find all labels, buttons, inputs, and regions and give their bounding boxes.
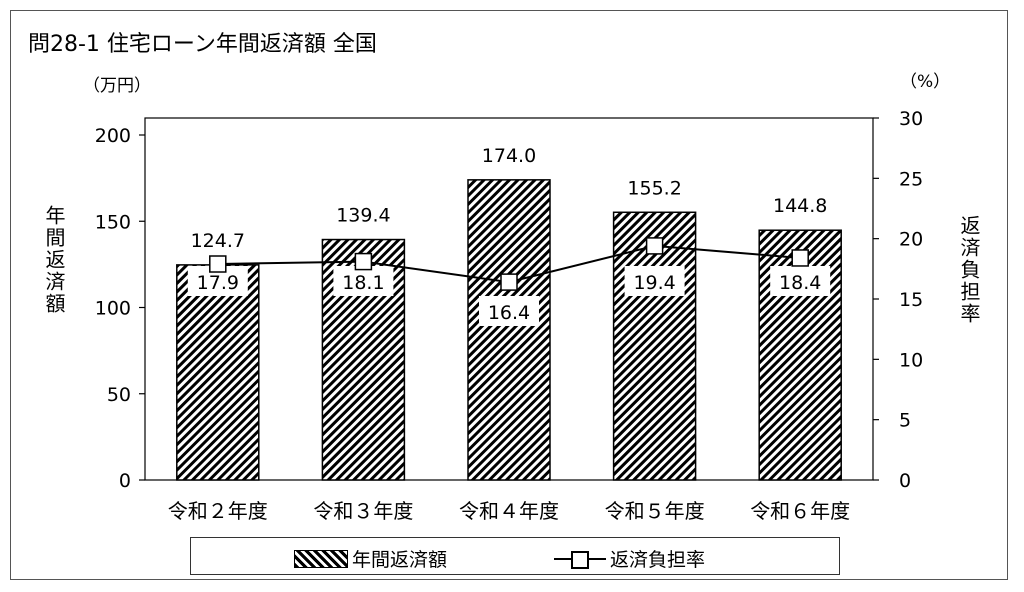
line-label-box bbox=[770, 266, 831, 296]
line-marker bbox=[354, 252, 373, 271]
x-tick-label: 令和４年度 bbox=[459, 499, 559, 523]
legend-line-label: 返済負担率 bbox=[610, 549, 706, 571]
line-label-box bbox=[479, 296, 539, 326]
bar-value-label: 174.0 bbox=[482, 145, 536, 167]
line-label-box bbox=[624, 266, 685, 296]
y-tick-label: 50 bbox=[107, 384, 131, 406]
y-tick-label: 0 bbox=[119, 470, 131, 492]
legend-item-line: 返済負担率 bbox=[554, 545, 705, 572]
x-tick-label: 令和３年度 bbox=[313, 499, 413, 523]
legend-bar-label: 年間返済額 bbox=[352, 549, 448, 571]
line-value-label: 16.4 bbox=[488, 302, 530, 324]
bar-value-label: 155.2 bbox=[627, 177, 681, 199]
left-axis-unit: （万円） bbox=[83, 76, 151, 96]
y2-tick-label: 15 bbox=[899, 289, 923, 311]
x-tick-label: 令和５年度 bbox=[605, 499, 705, 523]
bar bbox=[612, 211, 697, 481]
y2-tick-label: 5 bbox=[899, 410, 911, 432]
line-value-label: 17.9 bbox=[197, 272, 239, 294]
line-marker bbox=[500, 273, 518, 291]
legend: 年間返済額 返済負担率 bbox=[190, 537, 840, 575]
bar bbox=[176, 264, 260, 481]
y2-tick-label: 30 bbox=[899, 108, 923, 130]
y2-tick-label: 20 bbox=[899, 229, 923, 251]
bar bbox=[467, 179, 551, 481]
bar-value-label: 124.7 bbox=[191, 230, 245, 252]
y2-tick-label: 10 bbox=[899, 349, 923, 371]
bar-value-label: 139.4 bbox=[336, 205, 390, 227]
line-marker bbox=[791, 249, 809, 267]
y-tick-label: 100 bbox=[95, 298, 131, 320]
line-value-label: 18.4 bbox=[779, 272, 821, 294]
x-tick-label: 令和６年度 bbox=[750, 499, 850, 523]
line-marker bbox=[645, 237, 664, 255]
y2-tick-label: 25 bbox=[899, 168, 923, 190]
legend-bar-swatch bbox=[294, 549, 348, 568]
chart-title: 問28-1 住宅ローン年間返済額 全国 bbox=[28, 32, 377, 57]
x-tick-label: 令和２年度 bbox=[168, 499, 268, 523]
line-value-label: 18.1 bbox=[342, 272, 384, 294]
line-label-box bbox=[333, 266, 394, 296]
legend-line-swatch bbox=[554, 549, 606, 569]
right-axis-unit: （%） bbox=[900, 72, 951, 92]
y2-tick-label: 0 bbox=[899, 470, 911, 492]
y-axis-label: 年間返済額 bbox=[42, 205, 66, 315]
y2-axis-label: 返済負担率 bbox=[957, 215, 981, 325]
line-marker bbox=[209, 255, 227, 273]
line-value-label: 19.4 bbox=[633, 272, 675, 294]
legend-item-bar: 年間返済額 bbox=[294, 545, 447, 572]
bar-value-label: 144.8 bbox=[773, 195, 827, 217]
y-tick-label: 200 bbox=[95, 125, 131, 147]
y-tick-label: 150 bbox=[95, 211, 131, 233]
